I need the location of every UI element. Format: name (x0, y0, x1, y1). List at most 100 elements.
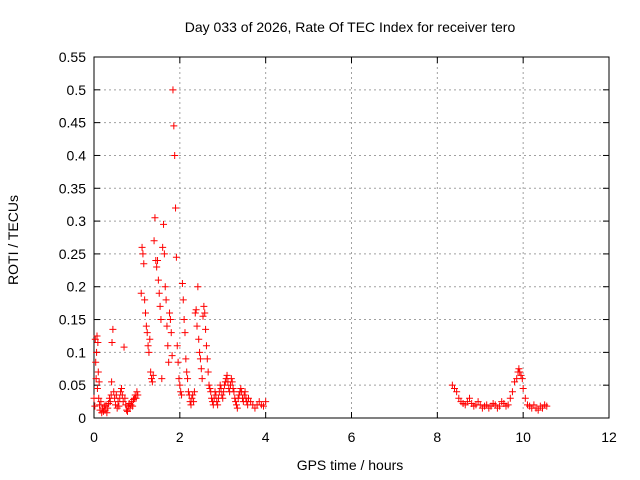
y-tick-label: 0.5 (67, 82, 87, 98)
data-point (103, 409, 111, 417)
data-point (150, 237, 158, 245)
data-point (213, 398, 221, 406)
data-point (204, 368, 212, 376)
data-point (171, 151, 179, 159)
data-point (175, 375, 183, 383)
data-point (190, 398, 198, 406)
data-point (241, 388, 249, 396)
data-point (543, 402, 551, 410)
y-tick-label: 0.2 (67, 279, 87, 295)
data-point (176, 381, 184, 389)
data-point (196, 355, 204, 363)
x-axis-label: GPS time / hours (297, 457, 404, 473)
data-point (220, 388, 228, 396)
data-point (94, 368, 102, 376)
data-point (534, 406, 542, 414)
data-point (206, 384, 214, 392)
y-tick-label: 0.25 (59, 246, 86, 262)
data-point (201, 309, 209, 317)
data-point (453, 388, 461, 396)
data-point (237, 384, 245, 392)
axis-ticks (93, 56, 610, 419)
data-point (183, 368, 191, 376)
data-point (141, 296, 149, 304)
y-tick-label: 0.1 (67, 344, 87, 360)
data-point (496, 402, 504, 410)
data-point (133, 388, 141, 396)
data-point (170, 122, 178, 130)
data-point (158, 375, 166, 383)
data-point (184, 375, 192, 383)
data-point (153, 263, 161, 271)
x-tick-label: 2 (176, 429, 184, 445)
data-point (93, 384, 101, 392)
y-tick-label: 0 (78, 410, 86, 426)
data-point (146, 335, 154, 343)
data-point (154, 276, 162, 284)
data-point (189, 391, 197, 399)
data-point (132, 394, 140, 402)
data-point (144, 342, 152, 350)
data-point (229, 384, 237, 392)
data-point (145, 348, 153, 356)
data-point (169, 86, 177, 94)
data-point (155, 289, 163, 297)
data-point (190, 388, 198, 396)
data-point (162, 296, 170, 304)
data-point (516, 368, 524, 376)
data-point (127, 401, 135, 409)
data-point (197, 365, 205, 373)
data-point (223, 371, 231, 379)
data-point (163, 322, 171, 330)
data-point (108, 339, 116, 347)
data-point (214, 401, 222, 409)
data-point (179, 296, 187, 304)
data-point (233, 404, 241, 412)
data-points (90, 86, 551, 417)
data-point (160, 220, 168, 228)
y-tick-label: 0.3 (67, 213, 87, 229)
data-point (232, 401, 240, 409)
data-point (240, 391, 248, 399)
data-point (156, 302, 164, 310)
data-point (121, 394, 129, 402)
data-point (181, 329, 189, 337)
data-point (154, 256, 162, 264)
data-point (177, 388, 185, 396)
data-point (148, 375, 156, 383)
data-point (191, 309, 199, 317)
data-point (91, 402, 99, 410)
data-point (159, 243, 167, 251)
data-point (519, 384, 527, 392)
y-tick-label: 0.45 (59, 115, 86, 131)
data-point (99, 407, 107, 415)
data-point (143, 329, 151, 337)
data-point (205, 381, 213, 389)
data-point (506, 394, 514, 402)
data-point (515, 365, 523, 373)
y-tick-label: 0.35 (59, 180, 86, 196)
data-point (203, 355, 211, 363)
x-tick-label: 0 (90, 429, 98, 445)
data-point (219, 394, 227, 402)
data-point (109, 325, 117, 333)
data-point (140, 260, 148, 268)
data-point (174, 358, 182, 366)
data-point (168, 352, 176, 360)
data-point (180, 316, 188, 324)
data-point (137, 289, 145, 297)
data-point (164, 342, 172, 350)
y-axis-label: ROTI / TECUs (5, 195, 21, 285)
data-point (172, 253, 180, 261)
data-point (117, 388, 125, 396)
data-point (188, 394, 196, 402)
y-tick-label: 0.4 (67, 147, 87, 163)
data-point (508, 388, 516, 396)
data-point (194, 283, 202, 291)
data-point (227, 375, 235, 383)
data-point (199, 312, 207, 320)
data-point (195, 335, 203, 343)
data-point (108, 378, 116, 386)
data-point (157, 316, 165, 324)
